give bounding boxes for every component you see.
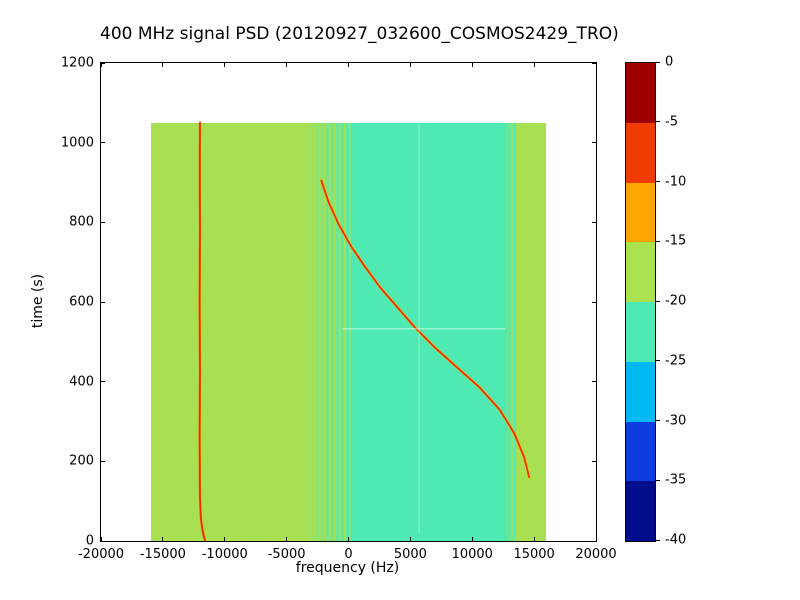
colorbar: 0 -5 -10 -15 -20 -25 -30 -35 -40 [625, 55, 725, 548]
y-tick-mark-right [592, 540, 596, 542]
x-tick-label: -5000 [267, 547, 306, 562]
colorbar-band [626, 63, 655, 123]
colorbar-tick-label: -40 [665, 532, 687, 548]
colorbar-band [626, 122, 655, 183]
colorbar-tick-label: -35 [665, 472, 687, 488]
x-tick-mark-top [286, 63, 288, 67]
colorbar-tick-label: -30 [665, 413, 687, 428]
y-tick-mark-right [592, 62, 596, 64]
colorbar-tick-mark [656, 479, 660, 481]
y-tick-mark-left [101, 460, 105, 462]
doppler-curve [320, 179, 531, 479]
colorbar-band [626, 481, 655, 541]
x-axis-label: frequency (Hz) [295, 560, 400, 576]
y-tick-mark-right [592, 381, 596, 383]
y-tick-mark-left [101, 62, 105, 64]
plot-area: -20000 -15000 -10000 -5000 0 5000 10000 15000 20… [61, 56, 617, 563]
x-tick-label: -15000 [139, 547, 186, 562]
x-tick-label: 0 [344, 547, 353, 562]
colorbar-tick-label: -10 [665, 174, 687, 189]
y-tick-mark-right [592, 301, 596, 303]
x-tick-label: 20000 [575, 547, 617, 562]
heatmap-region-ripple-transition [303, 122, 354, 541]
x-tick-mark-bottom [224, 537, 226, 541]
colorbar-tick-label: -5 [665, 114, 678, 130]
y-tick-mark-left [101, 221, 105, 223]
colorbar-tick-mark [656, 240, 660, 242]
carrier-line [198, 121, 206, 541]
x-tick-mark-top [100, 63, 102, 67]
x-tick-mark-top [162, 63, 164, 67]
colorbar-tick-mark [656, 300, 660, 302]
colorbar-band [626, 182, 655, 243]
x-tick-label: 5000 [393, 547, 427, 562]
x-tick-mark-top [595, 63, 597, 67]
y-tick-label: 800 [69, 214, 94, 230]
y-tick-mark-right [592, 221, 596, 223]
heatmap-layer [101, 63, 596, 541]
x-tick-mark-top [348, 63, 349, 67]
x-tick-mark-top [471, 63, 473, 67]
colorbar-tick-label: -20 [665, 293, 687, 309]
x-tick-mark-bottom [100, 537, 102, 541]
y-tick-label: 1200 [60, 55, 94, 71]
x-tick-mark-top [533, 63, 535, 67]
x-tick-label: -20000 [77, 547, 125, 562]
x-tick-mark-bottom [409, 537, 411, 541]
x-tick-label: -10000 [201, 547, 248, 562]
colorbar-tick-label: 0 [665, 54, 674, 70]
colorbar-band [626, 361, 655, 422]
x-tick-label: 15000 [513, 547, 555, 562]
colorbar-tick-label: -15 [665, 233, 687, 249]
y-axis-label: time (s) [30, 273, 46, 329]
x-tick-mark-bottom [533, 537, 535, 541]
heatmap-region-center-noise-band [353, 122, 505, 541]
y-tick-mark-right [592, 460, 596, 462]
y-tick-mark-left [101, 142, 105, 144]
colorbar-tick-mark [656, 181, 660, 182]
y-tick-mark-left [101, 301, 105, 303]
x-tick-mark-bottom [348, 537, 349, 541]
y-tick-label: 400 [69, 374, 94, 390]
colorbar-tick-mark [656, 121, 660, 123]
signal-overlay [197, 121, 531, 541]
colorbar-gradient [625, 62, 656, 542]
colorbar-tick-mark [656, 360, 660, 362]
colorbar-tick-mark [656, 539, 660, 541]
colorbar-tick-mark [656, 61, 660, 63]
colorbar-tick-mark [656, 420, 660, 421]
heatmap-region-left-noise-band [150, 122, 304, 541]
heatmap-region-right-noise-band [516, 122, 547, 541]
y-tick-label: 600 [69, 294, 94, 310]
y-tick-label: 1000 [60, 135, 94, 151]
y-tick-mark-right [592, 142, 596, 144]
y-tick-label: 0 [85, 533, 94, 549]
x-tick-mark-top [409, 63, 411, 67]
y-tick-mark-left [101, 381, 105, 383]
y-tick-mark-left [101, 540, 105, 542]
y-tick-label: 200 [69, 453, 94, 469]
colorbar-band [626, 421, 655, 482]
x-tick-mark-bottom [595, 537, 597, 541]
x-tick-mark-bottom [286, 537, 288, 541]
chart-title: 400 MHz signal PSD (20120927_032600_COSM… [100, 24, 619, 44]
colorbar-band [626, 242, 655, 302]
colorbar-band [626, 302, 655, 362]
x-tick-mark-bottom [162, 537, 164, 541]
x-tick-mark-top [224, 63, 226, 67]
x-tick-mark-bottom [471, 537, 473, 541]
x-tick-label: 10000 [451, 547, 493, 562]
colorbar-tick-label: -25 [665, 353, 687, 369]
